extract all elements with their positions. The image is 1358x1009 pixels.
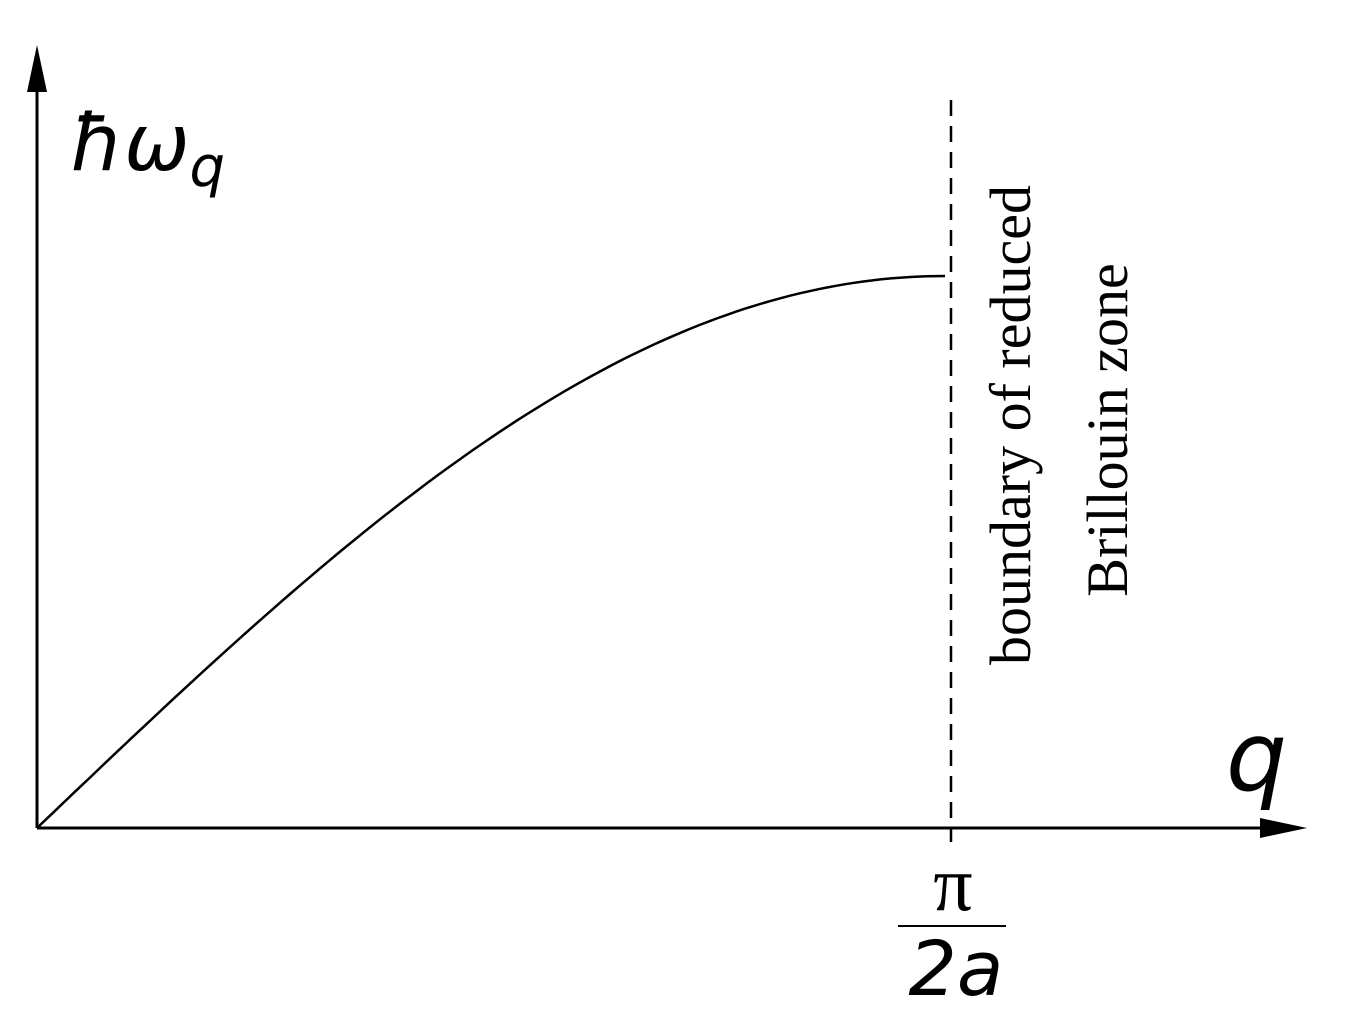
dispersion-curve [36, 274, 946, 829]
annotation-line1: boundary of reduced [978, 185, 1043, 665]
x-axis-arrow [1260, 818, 1307, 838]
tick-denominator: 2a [909, 924, 1004, 1009]
y-axis-label: ħωq [70, 99, 225, 200]
y-label-sub: q [190, 135, 226, 200]
y-axis-arrow [27, 45, 47, 92]
x-axis-label: q [1226, 701, 1287, 813]
y-label-main: ħω [70, 99, 190, 189]
annotation-line2: Brillouin zone [1075, 263, 1140, 596]
tick-numerator: π [933, 840, 972, 927]
